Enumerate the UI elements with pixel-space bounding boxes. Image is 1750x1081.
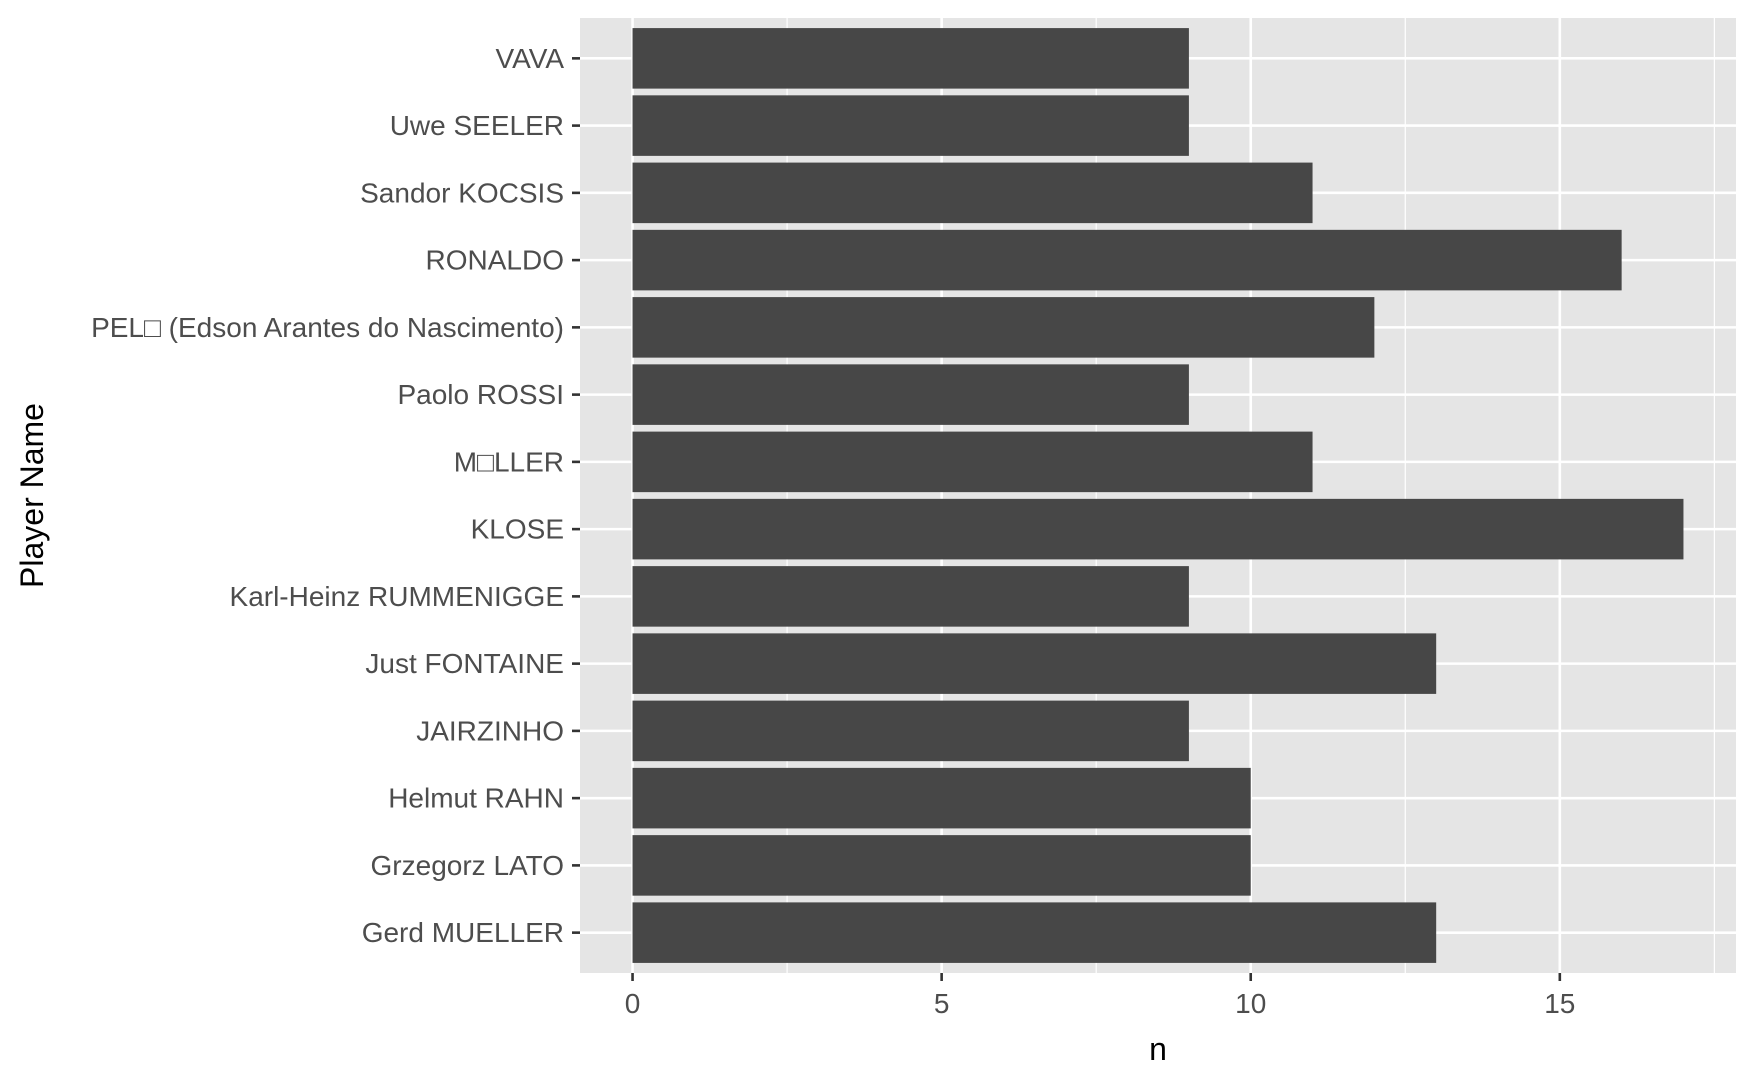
bar xyxy=(632,95,1189,156)
bar xyxy=(632,835,1251,896)
bar xyxy=(632,566,1189,627)
y-tick-label: Sandor KOCSIS xyxy=(360,177,564,208)
bars xyxy=(632,28,1684,963)
x-tick-label: 0 xyxy=(625,988,641,1019)
x-tick-label: 10 xyxy=(1235,988,1266,1019)
y-tick-label: Uwe SEELER xyxy=(390,110,564,141)
x-axis-title: n xyxy=(1149,1031,1167,1067)
y-tick-label: JAIRZINHO xyxy=(416,715,564,746)
y-axis-title: Player Name xyxy=(14,403,50,588)
y-tick-label: VAVA xyxy=(496,43,565,74)
y-tick-label: Grzegorz LATO xyxy=(371,850,564,881)
x-axis: 0 5 10 15 xyxy=(625,973,1575,1019)
bar xyxy=(632,431,1313,493)
y-tick-label: Gerd MUELLER xyxy=(362,917,564,948)
bar xyxy=(632,28,1189,89)
y-tick-label: Helmut RAHN xyxy=(388,783,564,814)
y-tick-label: Karl-Heinz RUMMENIGGE xyxy=(230,581,564,612)
y-tick-label: M□LLER xyxy=(454,446,564,477)
bar xyxy=(632,767,1251,829)
x-tick-label: 15 xyxy=(1544,988,1575,1019)
y-tick-label: Paolo ROSSI xyxy=(397,379,564,410)
bar xyxy=(632,297,1375,358)
y-axis: Gerd MUELLER Grzegorz LATO Helmut RAHN JAIR… xyxy=(91,43,580,948)
bar xyxy=(632,633,1437,694)
bar xyxy=(632,364,1189,425)
y-tick-label: RONALDO xyxy=(426,245,564,276)
bar xyxy=(632,902,1437,963)
y-tick-label: KLOSE xyxy=(471,514,564,545)
plot-panel xyxy=(580,18,1736,973)
bar xyxy=(632,700,1189,762)
bar xyxy=(632,162,1313,224)
x-tick-label: 5 xyxy=(934,988,950,1019)
bar xyxy=(632,229,1622,291)
y-tick-label: PEL□ (Edson Arantes do Nascimento) xyxy=(91,312,564,343)
y-tick-label: Just FONTAINE xyxy=(365,648,564,679)
bar xyxy=(632,498,1684,560)
